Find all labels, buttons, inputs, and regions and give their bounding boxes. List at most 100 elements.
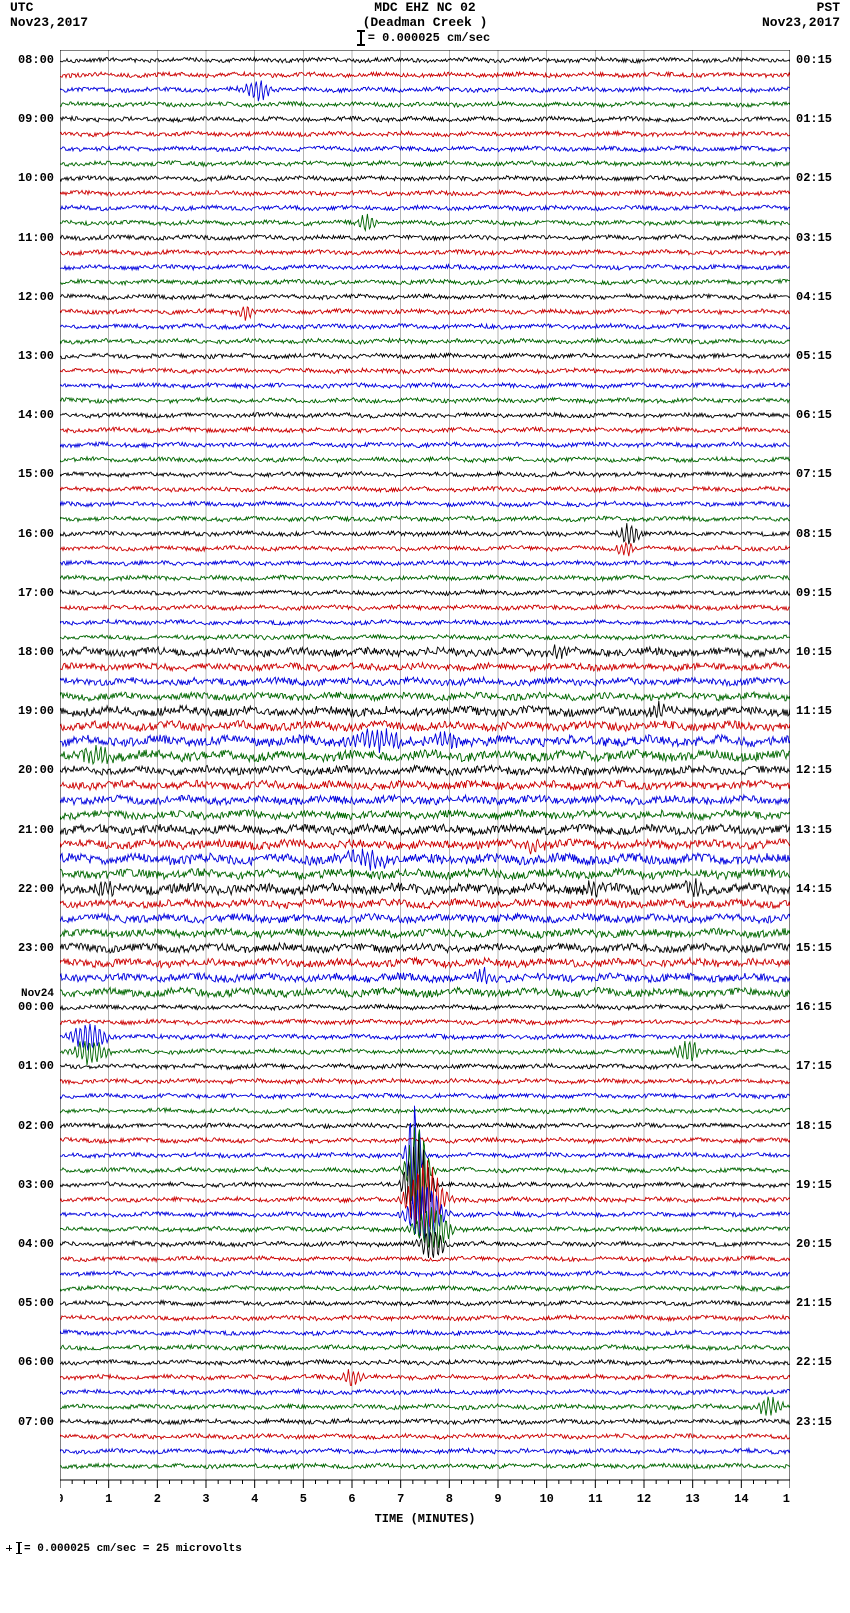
scale-legend: = 0.000025 cm/sec — [0, 30, 850, 46]
right-time-label: 06:15 — [796, 409, 842, 421]
right-time-label: 21:15 — [796, 1297, 842, 1309]
left-time-label: 06:00 — [8, 1356, 54, 1368]
trace-row — [60, 486, 790, 492]
trace-row — [60, 1123, 790, 1129]
xaxis-tick-label: 1 — [105, 1492, 112, 1506]
right-time-label: 10:15 — [796, 646, 842, 658]
trace-row — [60, 250, 790, 256]
trace-row — [60, 472, 790, 478]
trace-row — [60, 701, 790, 718]
trace-row — [60, 824, 790, 835]
left-time-label: Nov24 — [8, 989, 54, 1000]
left-time-label: 01:00 — [8, 1060, 54, 1072]
trace-row — [60, 265, 790, 271]
left-time-label: 23:00 — [8, 942, 54, 954]
tz-left: UTC — [10, 0, 100, 15]
left-time-label: 03:00 — [8, 1179, 54, 1191]
trace-row — [60, 1019, 790, 1025]
trace-row — [60, 766, 790, 776]
trace-row — [60, 1369, 790, 1385]
trace-row — [60, 575, 790, 580]
xaxis-tick-label: 7 — [397, 1492, 404, 1506]
trace-row — [60, 57, 790, 63]
right-time-label: 00:15 — [796, 54, 842, 66]
right-time-label: 18:15 — [796, 1120, 842, 1132]
trace-row — [60, 457, 790, 463]
trace-row — [60, 721, 790, 732]
trace-row — [60, 1419, 790, 1425]
trace-row — [60, 928, 790, 938]
trace-row — [60, 1064, 790, 1070]
xaxis-tick-label: 14 — [734, 1492, 748, 1506]
right-time-label: 01:15 — [796, 113, 842, 125]
right-time-label: 23:15 — [796, 1416, 842, 1428]
trace-row — [60, 605, 790, 610]
trace-row — [60, 161, 790, 167]
trace-row — [60, 899, 790, 909]
left-time-label: 16:00 — [8, 528, 54, 540]
trace-row — [60, 1041, 790, 1065]
left-time-label: 21:00 — [8, 824, 54, 836]
trace-row — [60, 1271, 790, 1276]
right-time-label: 20:15 — [796, 1238, 842, 1250]
right-time-label: 02:15 — [796, 172, 842, 184]
left-time-label: 10:00 — [8, 172, 54, 184]
left-time-label: 15:00 — [8, 468, 54, 480]
xaxis-tick-label: 2 — [154, 1492, 161, 1506]
trace-row — [60, 413, 790, 419]
xaxis-tick-label: 9 — [494, 1492, 501, 1506]
trace-row — [60, 692, 790, 701]
xaxis-tick-label: 4 — [251, 1492, 258, 1506]
trace-row — [60, 745, 790, 764]
trace-row — [60, 398, 790, 404]
tz-right: PST — [750, 0, 840, 15]
xaxis-tick-label: 3 — [202, 1492, 209, 1506]
trace-row — [60, 176, 790, 182]
right-time-label: 05:15 — [796, 350, 842, 362]
right-time-label: 07:15 — [796, 468, 842, 480]
right-time-label: 15:15 — [796, 942, 842, 954]
left-time-label: 02:00 — [8, 1120, 54, 1132]
trace-row — [60, 146, 790, 152]
footer-scale: = 0.000025 cm/sec = 25 microvolts — [0, 1526, 850, 1555]
trace-row — [60, 1138, 790, 1144]
left-time-label: 13:00 — [8, 350, 54, 362]
right-time-label: 12:15 — [796, 764, 842, 776]
trace-row — [60, 869, 790, 880]
left-time-label: 07:00 — [8, 1416, 54, 1428]
trace-row — [60, 967, 790, 984]
left-time-label: 17:00 — [8, 587, 54, 599]
right-time-label: 13:15 — [796, 824, 842, 836]
left-time-label: 12:00 — [8, 291, 54, 303]
trace-row — [60, 958, 790, 968]
xaxis-tick-label: 12 — [637, 1492, 651, 1506]
trace-row — [60, 943, 790, 953]
left-time-label: 22:00 — [8, 883, 54, 895]
trace-row — [60, 368, 790, 373]
date-right: Nov23,2017 — [750, 15, 840, 30]
station-id: MDC EHZ NC 02 — [100, 0, 750, 15]
right-time-label: 03:15 — [796, 232, 842, 244]
trace-row — [60, 1108, 790, 1114]
trace-row — [60, 543, 790, 556]
xaxis-tick-label: 8 — [446, 1492, 453, 1506]
trace-row — [60, 205, 790, 211]
station-name: (Deadman Creek ) — [100, 15, 750, 30]
trace-row — [60, 780, 790, 790]
xaxis-tick-label: 10 — [539, 1492, 553, 1506]
trace-row — [60, 1078, 790, 1084]
trace-row — [60, 116, 790, 122]
trace-row — [60, 1330, 790, 1336]
right-time-label: 17:15 — [796, 1060, 842, 1072]
trace-row — [60, 442, 790, 448]
trace-row — [60, 523, 790, 544]
xaxis-tick-label: 5 — [300, 1492, 307, 1506]
xaxis-tick-label: 11 — [588, 1492, 602, 1506]
trace-row — [60, 635, 790, 641]
right-time-label: 14:15 — [796, 883, 842, 895]
trace-row — [60, 620, 790, 626]
trace-row — [60, 1286, 790, 1292]
trace-row — [60, 72, 790, 78]
left-time-label: 19:00 — [8, 705, 54, 717]
trace-row — [60, 987, 790, 997]
